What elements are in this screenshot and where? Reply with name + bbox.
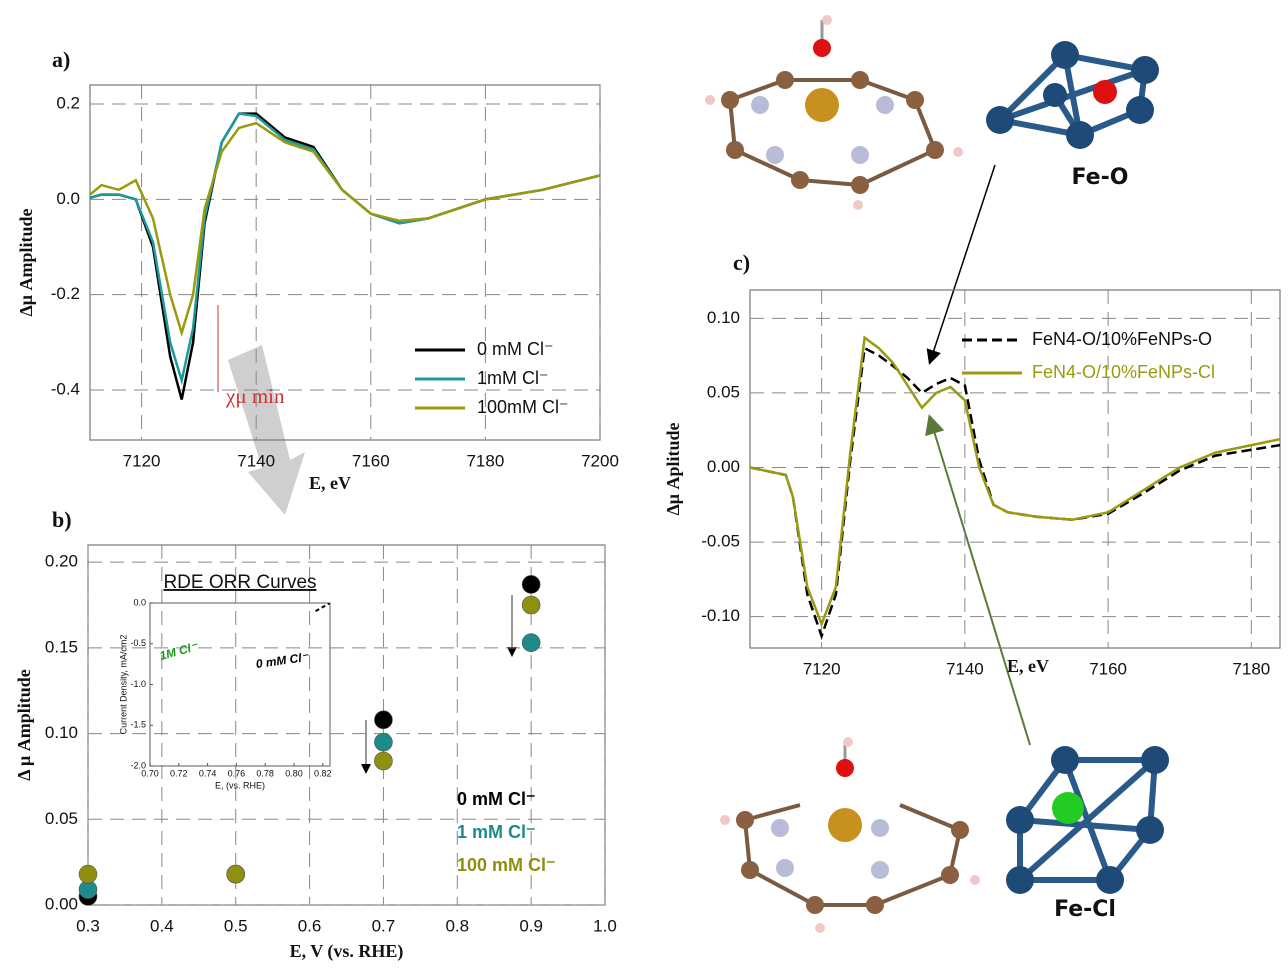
legend-label: 0 mM Cl⁻ [477, 339, 554, 359]
data-line [315, 603, 330, 612]
x-tick-label: 0.9 [519, 916, 543, 935]
y-tick-label: -1.0 [130, 679, 146, 689]
x-tick-label: 7120 [123, 451, 161, 470]
data-point [374, 751, 393, 771]
data-point [374, 732, 393, 752]
chart: -2.0 -1.5 -1.0 -0.5 0.0 0.70 0.72 0.74 0.76 0.78 0… [118, 572, 331, 790]
x-tick-label: 0.70 [141, 768, 159, 778]
annotation: χμ min [225, 384, 285, 408]
y-axis-label: Δμ Amplitude [16, 208, 36, 316]
y-tick-label: -0.05 [701, 532, 740, 551]
chart: -0.10 -0.05 0.00 0.05 0.10 7120 7140 7160 7180 E,… [663, 250, 1281, 678]
x-axis-label: E, V (vs. RHE) [290, 941, 404, 962]
x-tick-label: 7200 [581, 451, 619, 470]
panel-label: b) [52, 507, 72, 532]
x-tick-label: 7140 [946, 659, 984, 678]
y-tick-label: -0.4 [51, 379, 80, 398]
y-tick-label: -0.2 [51, 284, 80, 303]
x-tick-label: 7160 [352, 451, 390, 470]
y-tick-label: -0.10 [701, 606, 740, 625]
x-axis-label: E, eV [1007, 656, 1049, 676]
legend-label: 100mM Cl⁻ [477, 397, 569, 417]
y-tick-label: 0.00 [707, 457, 740, 476]
x-tick-label: 0.82 [314, 768, 332, 778]
x-tick-label: 0.78 [256, 768, 274, 778]
x-tick-label: 7160 [1089, 659, 1127, 678]
pointer-arrow [925, 414, 1031, 746]
chart: 0.00 0.05 0.10 0.15 0.20 0.3 0.4 0.5 0.6 0.7 0.8 0.… [14, 507, 617, 962]
x-axis-label: E, eV [309, 473, 351, 493]
x-tick-label: 0.8 [445, 916, 469, 935]
legend-label: FeN4-O/10%FeNPs-O [1032, 329, 1212, 349]
y-axis-label: Current Density, mA/cm2 [118, 635, 128, 735]
x-tick-label: 0.74 [199, 768, 217, 778]
x-tick-label: 0.7 [372, 916, 396, 935]
structure-label: Fe-O [1072, 165, 1129, 190]
x-tick-label: 0.5 [224, 916, 248, 935]
legend-label: 1 mM Cl⁻ [457, 822, 536, 842]
y-tick-label: 0.20 [45, 552, 78, 571]
data-point [521, 575, 541, 594]
y-tick-label: 0.05 [707, 382, 740, 401]
data-point [78, 864, 98, 884]
y-axis-label: Δμ Aplitude [663, 422, 683, 515]
data-line [750, 346, 1280, 640]
legend-label: 1M Cl⁻ [158, 639, 200, 663]
chart: -0.4 -0.2 0.0 0.2 7120 7140 7160 7180 7200 E, eV Δ… [16, 47, 619, 493]
fe-cl-cluster [1006, 746, 1169, 894]
x-tick-label: 0.72 [170, 768, 188, 778]
legend-label: 1mM Cl⁻ [477, 368, 549, 388]
data-point [226, 864, 246, 884]
inset-title: RDE ORR Curves [163, 572, 316, 593]
pointer-arrow [926, 164, 996, 365]
y-tick-label: 0.10 [707, 308, 740, 327]
x-tick-label: 0.76 [228, 768, 246, 778]
legend-label: 100 mM Cl⁻ [457, 855, 556, 875]
x-tick-label: 0.80 [285, 768, 303, 778]
y-tick-label: 0.10 [45, 723, 78, 742]
y-tick-label: 0.15 [45, 637, 78, 656]
y-tick-label: 0.00 [45, 894, 78, 913]
legend-label: FeN4-O/10%FeNPs-Cl [1032, 362, 1215, 382]
legend-label: 0 mM Cl⁻ [457, 789, 536, 809]
data-point [521, 595, 541, 615]
x-tick-label: 7180 [1232, 659, 1270, 678]
x-tick-label: 0.6 [298, 916, 322, 935]
plot-area [149, 602, 331, 767]
y-tick-label: 0.2 [56, 94, 80, 113]
data-line [90, 121, 600, 338]
panel-label: a) [52, 47, 70, 72]
y-tick-label: 0.0 [133, 597, 146, 607]
x-tick-label: 1.0 [593, 916, 617, 935]
fen4-o-molecule [705, 15, 963, 210]
y-tick-label: -0.5 [130, 638, 146, 648]
x-tick-label: 7140 [237, 451, 275, 470]
x-axis-label: E, (vs. RHE) [215, 780, 265, 790]
data-point [521, 633, 541, 653]
y-tick-label: -2.0 [130, 760, 146, 770]
y-tick-label: 0.0 [56, 189, 80, 208]
plot-area [749, 289, 1281, 649]
transition-arrow [228, 345, 305, 515]
panel-label: c) [733, 250, 750, 275]
legend-label: 0 mM Cl⁻ [255, 650, 310, 671]
x-tick-label: 0.4 [150, 916, 174, 935]
data-point [374, 710, 393, 730]
x-tick-label: 0.3 [76, 916, 100, 935]
x-tick-label: 7120 [803, 659, 841, 678]
fe-o-cluster [986, 41, 1159, 149]
y-tick-label: -1.5 [130, 720, 146, 730]
fen4-cl-molecule [720, 737, 980, 933]
data-line [750, 335, 1280, 628]
x-tick-label: 7180 [466, 451, 504, 470]
y-tick-label: 0.05 [45, 809, 78, 828]
structure-label: Fe-Cl [1054, 897, 1116, 922]
y-axis-label: Δ μ Amplitude [14, 669, 34, 781]
